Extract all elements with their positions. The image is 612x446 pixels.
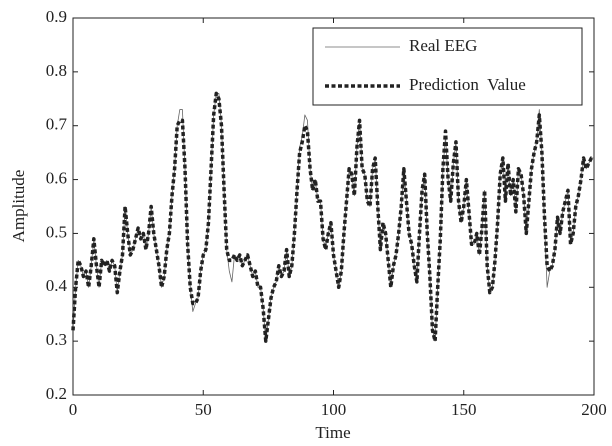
y-tick-label: 0.9 bbox=[46, 7, 67, 26]
legend-box bbox=[312, 27, 583, 106]
y-tick-label: 0.8 bbox=[46, 61, 67, 80]
series-line bbox=[71, 91, 594, 343]
y-tick-label: 0.7 bbox=[46, 115, 68, 134]
series-line bbox=[72, 93, 594, 342]
legend-label: Prediction Value bbox=[409, 75, 526, 94]
legend-label: Real EEG bbox=[409, 36, 477, 55]
x-tick-label: 0 bbox=[69, 400, 78, 419]
x-axis-label: Time bbox=[315, 423, 350, 442]
y-axis-label: Amplitude bbox=[9, 170, 28, 243]
y-tick-label: 0.4 bbox=[46, 276, 68, 295]
y-tick-label: 0.6 bbox=[46, 168, 67, 187]
x-tick-label: 200 bbox=[581, 400, 607, 419]
y-tick-label: 0.5 bbox=[46, 222, 67, 241]
x-tick-label: 100 bbox=[321, 400, 347, 419]
x-tick-label: 50 bbox=[195, 400, 212, 419]
y-tick-label: 0.2 bbox=[46, 384, 67, 403]
y-tick-label: 0.3 bbox=[46, 330, 67, 349]
x-tick-label: 150 bbox=[451, 400, 477, 419]
